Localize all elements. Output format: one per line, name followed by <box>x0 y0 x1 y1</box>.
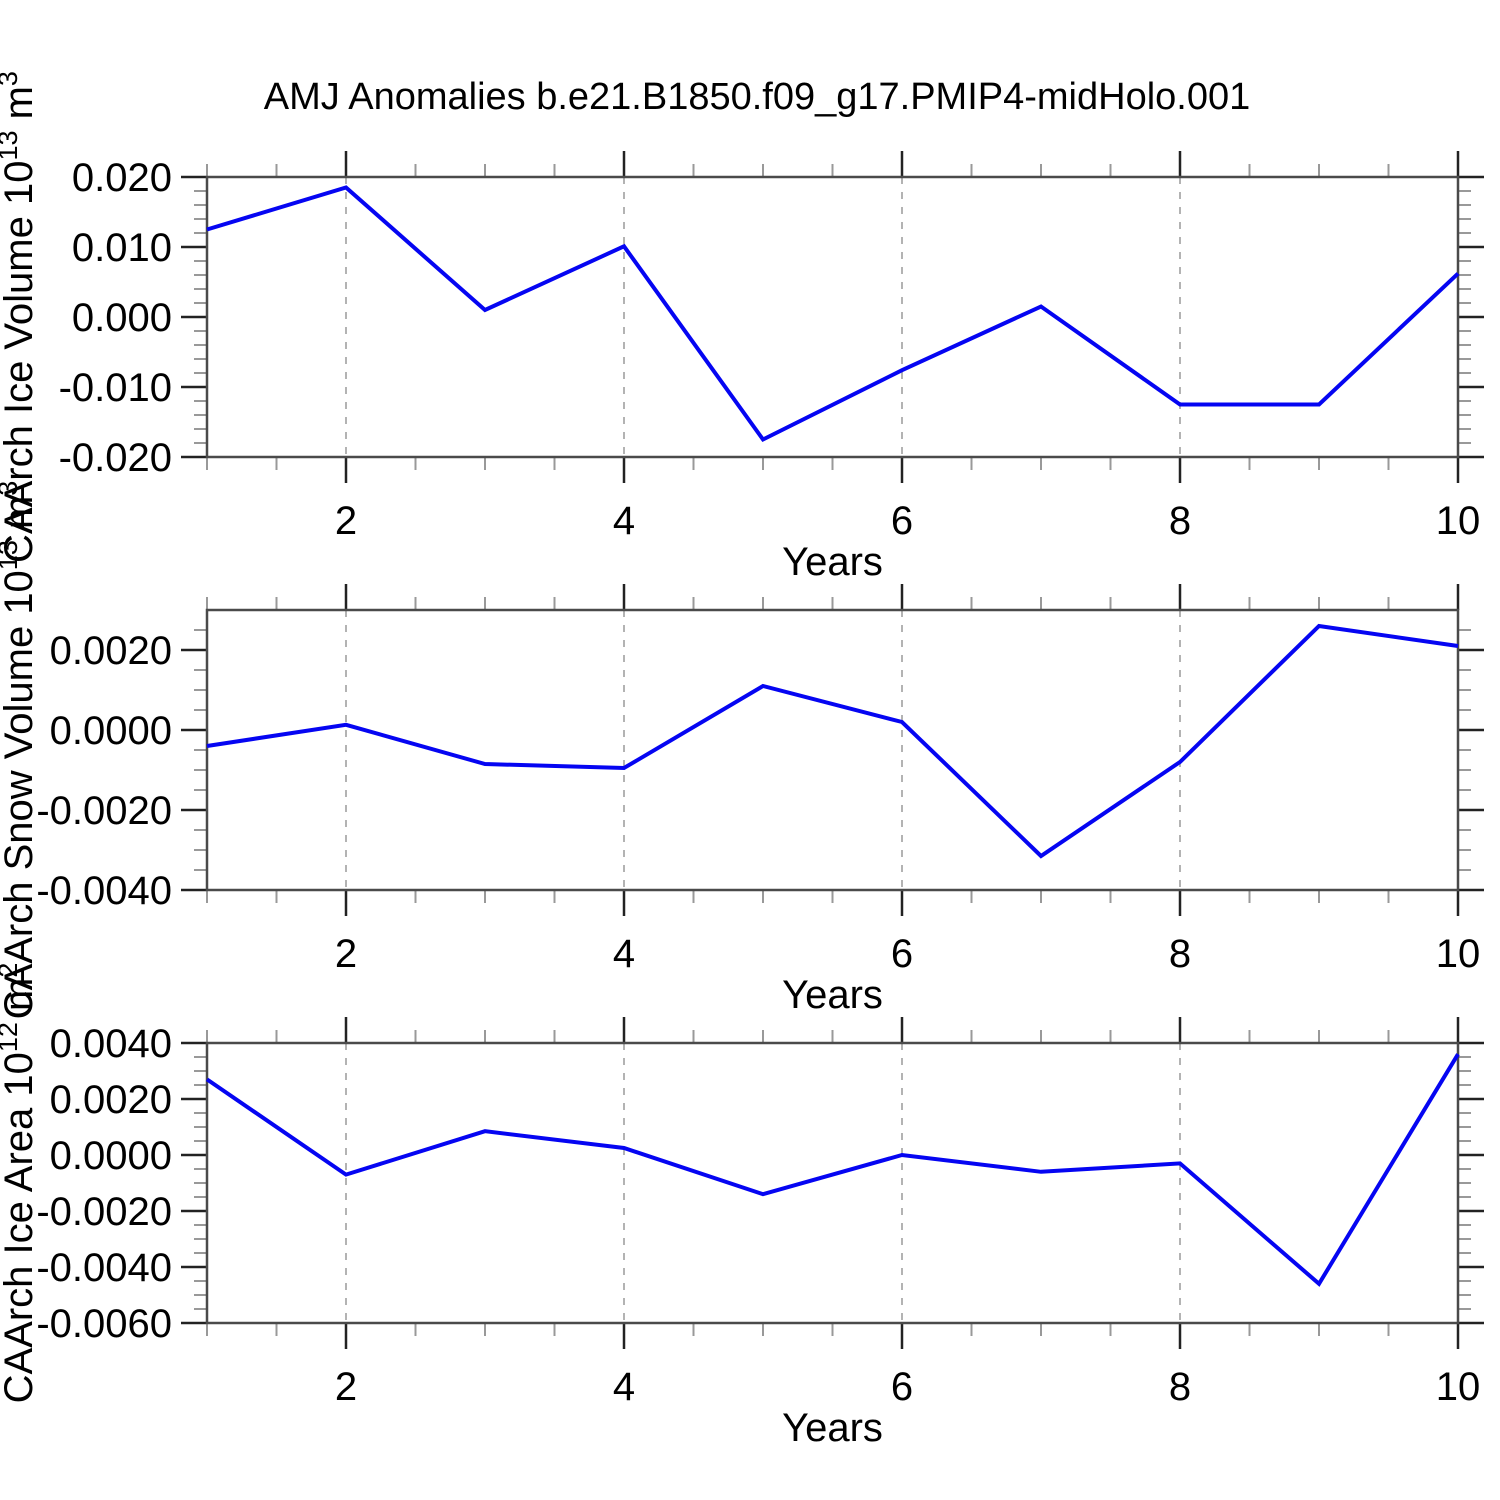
y-tick-label: 0.0020 <box>50 1078 172 1122</box>
x-tick-label: 8 <box>1169 1365 1191 1409</box>
y-tick-label: -0.020 <box>59 436 172 480</box>
y-tick-label: 0.0000 <box>50 709 172 753</box>
y-tick-label: 0.0040 <box>50 1022 172 1066</box>
panel-3: 0.0040 0.0020 0.0000 -0.0020 -0.0040 -0.0060 2… <box>0 963 1484 1450</box>
x-tick-label: 2 <box>335 1365 357 1409</box>
x-tick-label: 10 <box>1436 932 1481 976</box>
x-tick-label: 8 <box>1169 499 1191 543</box>
data-line-series <box>206 623 1459 859</box>
plot-box <box>205 175 1460 459</box>
x-tick-label: 6 <box>891 499 913 543</box>
x-axis-title: Years <box>782 1406 883 1450</box>
y-axis-title-text: m <box>0 86 41 130</box>
y-axis-title-exponent: 13 <box>0 540 23 570</box>
panel-2: 0.0020 0.0000 -0.0020 -0.0040 2 4 6 8 10 Years CAA… <box>0 481 1484 1020</box>
x-tick-label: 4 <box>613 499 635 543</box>
y-axis-title: CAArch Ice Area 1012 m2 <box>0 963 41 1404</box>
x-axis-title: Years <box>782 973 883 1017</box>
y-axis-title: CAArch Snow Volume 1013 m3 <box>0 481 41 1020</box>
x-tick-label: 6 <box>891 932 913 976</box>
y-tick-label: -0.0040 <box>36 1246 172 1290</box>
y-tick-label: 0.010 <box>72 226 172 270</box>
y-axis-title-exponent: 12 <box>0 1022 23 1052</box>
data-line-series <box>205 1053 1460 1287</box>
y-axis-title-text: CAArch Snow Volume 10 <box>0 570 41 1019</box>
plot-box <box>205 608 1460 892</box>
y-tick-label: 0.0020 <box>50 629 172 673</box>
y-axis-title-text: CAArch Ice Volume 10 <box>0 161 41 563</box>
figure-title: AMJ Anomalies b.e21.B1850.f09_g17.PMIP4-… <box>263 76 1251 118</box>
x-tick-label: 8 <box>1169 932 1191 976</box>
x-tick-label: 6 <box>891 1365 913 1409</box>
panel-1: 0.020 0.010 0.000 -0.010 -0.020 2 4 6 8 10 Years CA… <box>0 71 1484 584</box>
y-tick-label: 0.020 <box>72 156 172 200</box>
y-axis-title-text: m <box>0 496 41 540</box>
x-tick-label: 2 <box>335 932 357 976</box>
y-tick-label: -0.0020 <box>36 789 172 833</box>
y-tick-label: 0.0000 <box>50 1134 172 1178</box>
y-axis-title-exponent: 2 <box>0 963 23 978</box>
y-tick-label: -0.010 <box>59 366 172 410</box>
x-tick-label: 10 <box>1436 1365 1481 1409</box>
x-tick-label: 4 <box>613 932 635 976</box>
x-tick-label: 10 <box>1436 499 1481 543</box>
data-line-series <box>206 185 1460 443</box>
y-tick-label: 0.000 <box>72 296 172 340</box>
y-axis-title-exponent: 3 <box>0 71 23 86</box>
y-axis-title: CAArch Ice Volume 1013 m3 <box>0 71 41 563</box>
y-axis-title-exponent: 3 <box>0 481 23 496</box>
y-tick-label: -0.0020 <box>36 1190 172 1234</box>
y-axis-title-text: m <box>0 978 41 1022</box>
plot-box <box>205 1041 1460 1325</box>
x-tick-label: 2 <box>335 499 357 543</box>
x-axis-title: Years <box>782 540 883 584</box>
y-axis-title-exponent: 13 <box>0 131 23 161</box>
y-tick-label: -0.0060 <box>36 1302 172 1346</box>
x-tick-label: 4 <box>613 1365 635 1409</box>
y-axis-title-text: CAArch Ice Area 10 <box>0 1052 41 1403</box>
y-tick-label: -0.0040 <box>36 869 172 913</box>
